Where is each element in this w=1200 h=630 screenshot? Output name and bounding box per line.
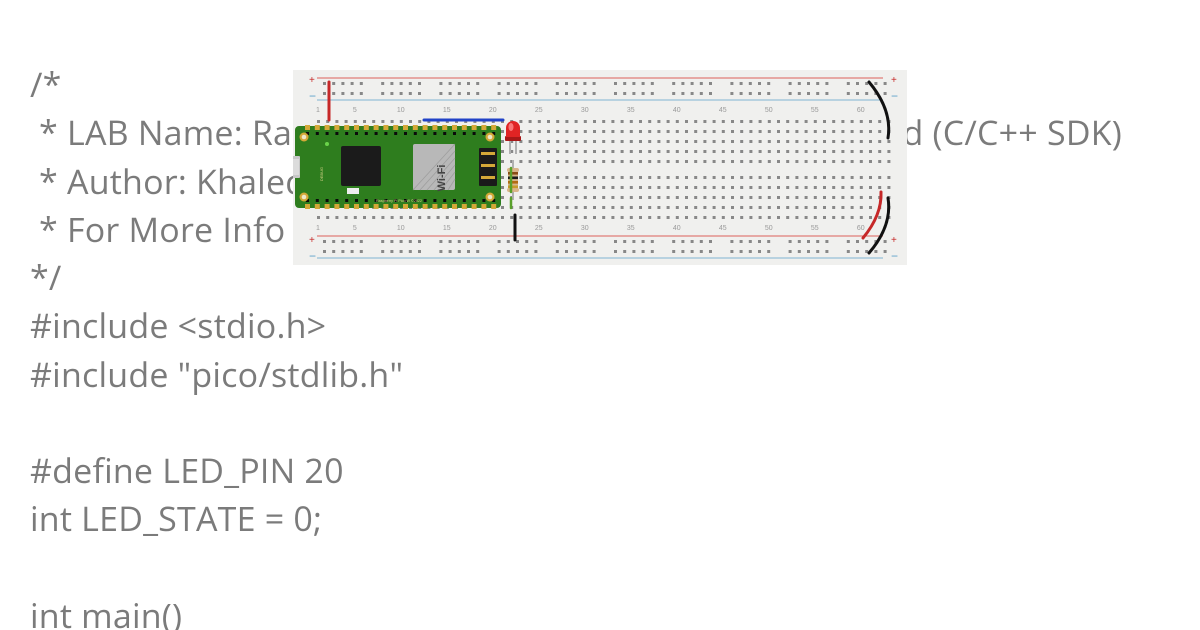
svg-text:30: 30 [581,225,589,232]
svg-text:1: 1 [316,225,320,232]
svg-text:30: 30 [581,107,589,114]
plus-mark: + [309,75,315,86]
svg-text:20: 20 [489,225,497,232]
pico-board: Wi-Fi Raspberry Pi Pico W ©2022 DEBUG [293,125,501,209]
led-component [505,121,521,154]
breadboard-svg: + − + − 11551010151520202525303035354040… [293,70,907,265]
bot-rail-holes [323,240,887,253]
svg-text:50: 50 [765,225,773,232]
svg-text:5: 5 [353,225,357,232]
resistor-component [507,160,519,200]
svg-text:15: 15 [443,107,451,114]
svg-text:45: 45 [719,107,727,114]
svg-text:20: 20 [489,107,497,114]
top-rail-holes [323,82,887,95]
svg-text:15: 15 [443,225,451,232]
wires-top [511,82,889,253]
svg-text:10: 10 [397,225,405,232]
svg-text:40: 40 [673,107,681,114]
svg-text:Wi-Fi: Wi-Fi [436,165,448,192]
svg-text:DEBUG: DEBUG [319,167,324,181]
svg-text:60: 60 [857,225,865,232]
svg-text:5: 5 [353,107,357,114]
plus-mark-r: + [891,75,897,86]
top-rails: + − + − [309,75,898,103]
svg-text:45: 45 [719,225,727,232]
svg-text:10: 10 [397,107,405,114]
svg-text:35: 35 [627,225,635,232]
svg-text:25: 25 [535,107,543,114]
svg-text:1: 1 [316,107,320,114]
minus-mark-bl: − [309,249,316,263]
svg-text:40: 40 [673,225,681,232]
minus-mark-br: − [891,249,898,263]
plus-mark-br: + [891,235,897,246]
minus-mark: − [309,89,316,103]
svg-text:Raspberry Pi Pico W ©2022: Raspberry Pi Pico W ©2022 [376,199,422,203]
svg-text:55: 55 [811,225,819,232]
bottom-rails: + − + − [309,235,898,263]
svg-text:25: 25 [535,225,543,232]
svg-text:60: 60 [857,107,865,114]
svg-text:50: 50 [765,107,773,114]
breadboard-image: + − + − 11551010151520202525303035354040… [293,70,907,265]
minus-mark-r: − [891,89,898,103]
wires [329,82,503,120]
svg-text:35: 35 [627,107,635,114]
svg-text:55: 55 [811,107,819,114]
plus-mark-bl: + [309,235,315,246]
